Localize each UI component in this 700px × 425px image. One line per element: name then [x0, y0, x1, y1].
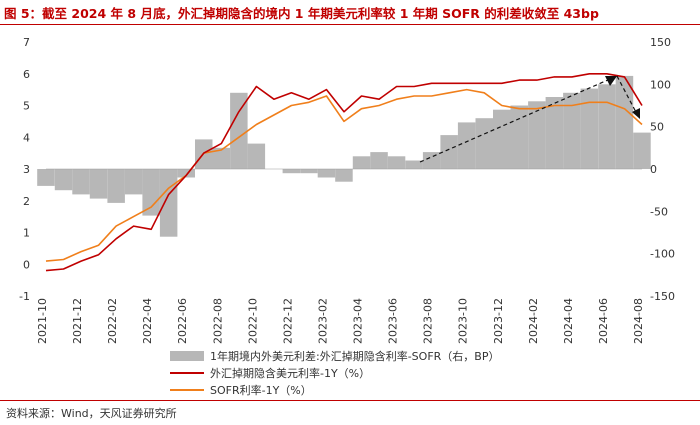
right-axis: -150 -100 -50 0 50 100 150: [650, 36, 675, 303]
spread-area-bar: [580, 88, 599, 169]
source-note: 资料来源：Wind，天风证券研究所: [6, 407, 177, 420]
spread-area-bar: [475, 118, 493, 169]
right-tick-label: -150: [650, 290, 675, 303]
x-tick-label: 2022-06: [176, 298, 189, 344]
spread-area-bar: [37, 169, 55, 186]
x-tick-label: 2022-12: [281, 298, 294, 344]
x-axis: 2021-10 2021-12 2022-02 2022-04 2022-06 2022-…: [36, 298, 645, 344]
left-tick-label: 6: [23, 68, 30, 81]
legend-item-sofr: SOFR利率-1Y（%）: [170, 381, 590, 398]
spread-area-bar: [528, 101, 546, 169]
right-tick-label: -100: [650, 248, 675, 261]
spread-area-bar: [230, 92, 248, 169]
title-bar: 图 5：截至 2024 年 8 月底，外汇掉期隐含的境内 1 年期美元利率较 1…: [0, 0, 700, 25]
spread-area-bar: [124, 169, 143, 195]
spread-area-bar: [563, 92, 581, 169]
sofr-line: [45, 88, 643, 262]
right-tick-label: 150: [650, 36, 671, 49]
left-tick-label: -1: [19, 290, 30, 303]
right-tick-label: 100: [650, 78, 671, 91]
x-tick-label: 2023-06: [387, 298, 400, 344]
spread-area-bar: [89, 169, 108, 199]
left-tick-label: 3: [23, 163, 30, 176]
legend-swatch-orange: [170, 388, 204, 391]
left-tick-label: 0: [23, 258, 30, 271]
footer: 资料来源：Wind，天风证券研究所: [0, 400, 700, 425]
legend-swatch-red: [170, 371, 204, 374]
x-tick-label: 2022-04: [141, 298, 154, 344]
spread-area-bar: [142, 169, 160, 216]
x-tick-label: 2021-12: [71, 298, 84, 344]
x-tick-label: 2022-02: [106, 298, 119, 344]
spread-area-bar: [177, 169, 195, 178]
left-tick-label: 1: [23, 227, 30, 240]
chart-title: 图 5：截至 2024 年 8 月底，外汇掉期隐含的境内 1 年期美元利率较 1…: [4, 6, 599, 21]
x-tick-label: 2024-04: [562, 298, 575, 344]
x-tick-label: 2024-02: [527, 298, 540, 344]
spread-area-bar: [212, 147, 230, 169]
spread-area-bar: [300, 169, 318, 174]
legend-label-spread: 1年期境内外美元利差:外汇掉期隐含利率-SOFR（右，BP）: [210, 349, 500, 363]
left-tick-label: 7: [23, 36, 30, 49]
legend-item-spread: 1年期境内外美元利差:外汇掉期隐含利率-SOFR（右，BP）: [170, 347, 590, 364]
plot-area: [37, 72, 651, 272]
spread-area-bar: [422, 152, 441, 169]
trend-arrow-down: [616, 75, 639, 117]
spread-area-bar: [545, 97, 564, 169]
left-tick-label: 4: [23, 131, 30, 144]
x-tick-label: 2023-04: [352, 298, 365, 344]
spread-area-bar: [159, 169, 178, 237]
implied-rate-line: [45, 72, 643, 272]
left-tick-label: 2: [23, 195, 30, 208]
x-tick-label: 2022-08: [211, 298, 224, 344]
annotation-arrows: [419, 75, 640, 163]
x-tick-label: 2021-10: [36, 298, 49, 344]
spread-area-bar: [54, 169, 73, 191]
x-tick-label: 2023-10: [457, 298, 470, 344]
spread-area-bar: [72, 169, 90, 195]
legend-label-implied: 外汇掉期隐含美元利率-1Y（%）: [210, 366, 371, 380]
spread-area-bar: [615, 75, 634, 169]
trend-arrow-up: [419, 75, 618, 163]
arrow-head-up: [605, 76, 617, 86]
spread-area-bar: [633, 132, 651, 169]
spread-area-bar: [370, 152, 388, 169]
x-tick-label: 2024-08: [632, 298, 645, 344]
spread-area-bar: [493, 109, 511, 169]
x-tick-label: 2023-12: [492, 298, 505, 344]
spread-area-bar: [247, 143, 266, 169]
x-tick-label: 2024-06: [597, 298, 610, 344]
spread-area-bar: [107, 169, 125, 203]
right-tick-label: 0: [650, 163, 657, 176]
legend-item-implied: 外汇掉期隐含美元利率-1Y（%）: [170, 364, 590, 381]
spread-area-bar: [317, 169, 336, 178]
right-tick-label: 50: [650, 121, 664, 134]
left-tick-label: 5: [23, 100, 30, 113]
spread-area-bar: [510, 105, 528, 169]
legend: 1年期境内外美元利差:外汇掉期隐含利率-SOFR（右，BP） 外汇掉期隐含美元利…: [170, 347, 590, 398]
spread-area-bar: [282, 169, 301, 174]
arrow-head-down: [632, 108, 640, 119]
spread-area-bar: [440, 135, 458, 169]
x-tick-label: 2023-02: [317, 298, 330, 344]
spread-area-bar: [598, 84, 616, 169]
x-tick-label: 2022-10: [246, 298, 259, 344]
left-axis: -1 0 1 2 3 4 5 6 7: [19, 36, 30, 303]
legend-label-sofr: SOFR利率-1Y（%）: [210, 383, 312, 397]
right-tick-label: -50: [650, 205, 668, 218]
spread-area-bar: [457, 122, 476, 169]
spread-area-bar: [387, 156, 406, 169]
spread-area-bar: [352, 156, 371, 169]
spread-area-bar: [335, 169, 353, 182]
spread-area-bar: [405, 160, 423, 169]
legend-swatch-area: [170, 350, 204, 361]
x-tick-label: 2023-08: [422, 298, 435, 344]
